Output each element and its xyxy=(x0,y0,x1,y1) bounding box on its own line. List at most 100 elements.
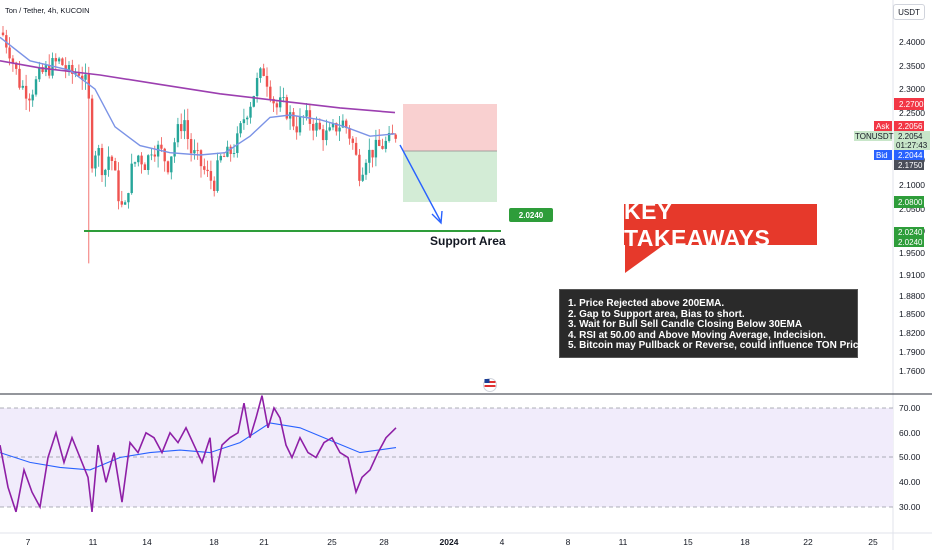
candle-body xyxy=(328,127,331,131)
candle-body xyxy=(292,112,295,127)
candle-body xyxy=(8,47,11,59)
candle-body xyxy=(77,73,81,76)
candle-body xyxy=(41,67,44,73)
candle-body xyxy=(308,110,312,124)
rsi-axis[interactable]: 70.00 60.00 50.00 40.00 30.00 xyxy=(899,403,921,512)
candle-body xyxy=(160,144,163,149)
last-price-tag xyxy=(894,131,930,150)
candle-body xyxy=(107,156,110,170)
stop-loss-zone[interactable] xyxy=(403,104,497,151)
candle-body xyxy=(262,68,265,76)
candle-body xyxy=(100,148,104,176)
candle-body xyxy=(246,117,249,120)
candle-body xyxy=(163,148,166,162)
time-tick-label: 11 xyxy=(89,537,98,547)
candle-body xyxy=(15,62,18,69)
candle-body xyxy=(341,120,345,128)
candle-body xyxy=(371,149,374,158)
candle-body xyxy=(114,160,117,171)
candle-body xyxy=(61,58,64,66)
candle-body xyxy=(87,74,90,99)
rsi-band xyxy=(0,408,893,507)
candle-body xyxy=(272,98,275,104)
time-tick-label: 18 xyxy=(740,537,750,547)
candle-body xyxy=(31,94,34,101)
candle-body xyxy=(1,32,5,36)
candle-body xyxy=(252,96,255,107)
candle-body xyxy=(232,153,236,154)
time-tick-label: 7 xyxy=(26,537,31,547)
time-tick-label: 14 xyxy=(142,537,152,547)
candle-body xyxy=(143,164,147,171)
target-price-text: 2.0800 xyxy=(898,198,923,207)
note-line: 5. Bitcoin may Pullback or Reverse, coul… xyxy=(568,340,867,351)
candle-body xyxy=(130,163,133,194)
price-tick-label: 1.7600 xyxy=(899,366,925,376)
ema-price-text: 2.1750 xyxy=(898,161,923,170)
price-tick-label: 1.9100 xyxy=(899,270,925,280)
support-price-tag-2 xyxy=(894,237,924,247)
candle-body xyxy=(203,166,206,170)
candle-body xyxy=(176,124,180,143)
candle-body xyxy=(358,154,361,181)
candle-body xyxy=(150,154,153,156)
notes-box: 1. Price Rejected above 200EMA. 2. Gap t… xyxy=(559,289,867,358)
bid-price-text: 2.2044 xyxy=(898,151,923,160)
candle-body xyxy=(64,65,67,71)
candle-body xyxy=(305,110,308,117)
chart-title: Ton / Tether, 4h, KUCOIN xyxy=(5,6,90,15)
candle-body xyxy=(170,156,173,173)
candle-body xyxy=(110,156,114,161)
support-area-label: Support Area xyxy=(430,234,506,248)
price-tick-label: 2.3500 xyxy=(899,61,925,71)
candle-body xyxy=(242,119,246,124)
candle-body xyxy=(38,67,41,80)
currency-button[interactable]: USDT xyxy=(893,4,925,20)
candle-body xyxy=(34,79,38,95)
candle-body xyxy=(90,98,94,169)
projection-arrow[interactable] xyxy=(399,144,442,223)
candle-body xyxy=(394,134,397,139)
candle-body xyxy=(236,133,239,154)
key-takeaways-tail xyxy=(625,244,665,273)
rsi-tick-label: 70.00 xyxy=(899,403,921,413)
candle-body xyxy=(259,68,262,78)
candle-body xyxy=(28,98,31,101)
candle-body xyxy=(189,139,193,154)
rsi-tick-label: 40.00 xyxy=(899,477,921,487)
candle-body xyxy=(239,123,242,134)
candle-body xyxy=(209,171,213,181)
us-flag-icon[interactable] xyxy=(483,378,497,392)
candle-body xyxy=(351,138,354,143)
rsi-tick-label: 50.00 xyxy=(899,452,921,462)
candle-body xyxy=(94,155,97,169)
time-tick-label: 28 xyxy=(379,537,389,547)
support-price-tag-1 xyxy=(894,227,924,237)
candle-body xyxy=(279,97,282,108)
candle-body xyxy=(140,155,143,165)
candle-body xyxy=(24,85,28,99)
candle-body xyxy=(183,120,186,132)
candle-body xyxy=(67,64,71,71)
candle-body xyxy=(265,75,269,87)
time-tick-label: 18 xyxy=(209,537,219,547)
time-tick-label: 21 xyxy=(259,537,269,547)
take-profit-zone[interactable] xyxy=(403,151,497,202)
candle-body xyxy=(275,103,279,108)
candle-body xyxy=(315,122,318,131)
projection-arrowhead xyxy=(431,210,443,225)
candle-body xyxy=(269,86,272,99)
candle-body xyxy=(5,35,8,48)
time-axis[interactable]: 7 11 14 18 21 25 28 2024 4 8 11 15 18 22 25 xyxy=(26,537,878,547)
price-tick-label: 1.8200 xyxy=(899,328,925,338)
candle-body xyxy=(335,122,338,132)
note-line: 4. RSI at 50.00 and Above Moving Average… xyxy=(568,329,826,341)
candle-body xyxy=(338,127,341,132)
candle-body xyxy=(104,169,107,176)
time-tick-label: 4 xyxy=(500,537,505,547)
target-badge xyxy=(509,208,553,222)
price-tick-label: 1.9500 xyxy=(899,248,925,258)
candle-body xyxy=(84,74,87,80)
note-line: 2. Gap to Support area, Bias to short. xyxy=(568,308,745,320)
